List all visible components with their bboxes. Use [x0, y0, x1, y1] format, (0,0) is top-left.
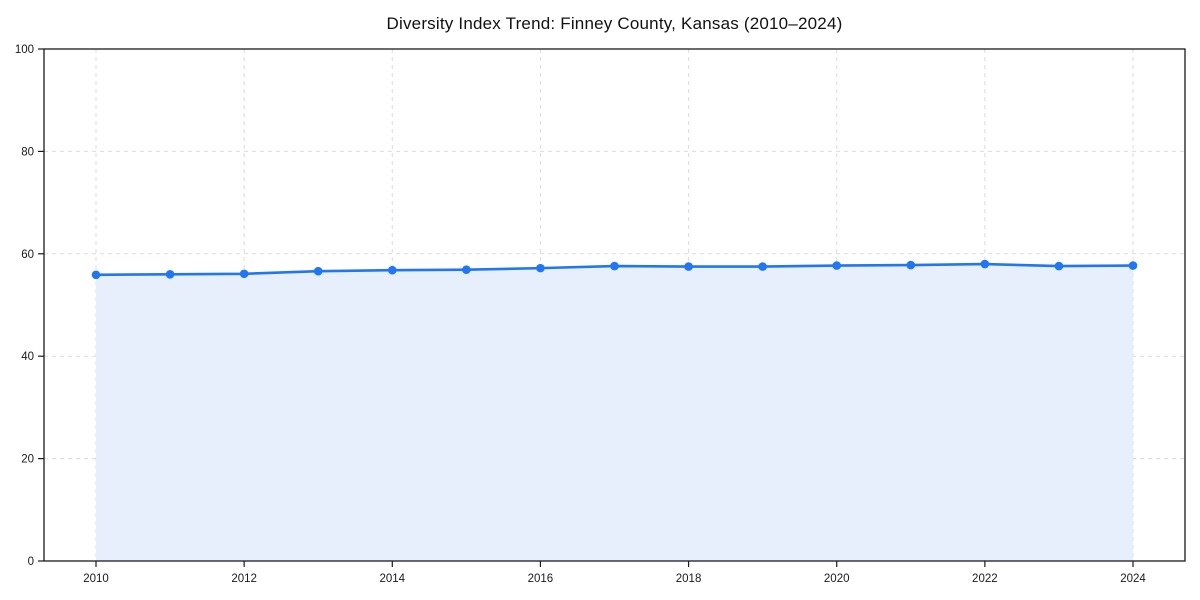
x-tick-label: 2016 [528, 573, 554, 585]
data-point-marker [91, 270, 101, 280]
data-point-marker [684, 262, 693, 271]
y-tick-label: 80 [21, 146, 34, 158]
data-point-marker [1128, 261, 1138, 270]
data-point-marker [758, 262, 767, 271]
data-point-marker [313, 266, 323, 276]
data-point-marker [1054, 261, 1064, 271]
x-tick-label: 2014 [379, 573, 405, 585]
y-tick-label: 0 [28, 556, 34, 568]
data-point-marker [165, 269, 175, 279]
data-point-marker [980, 259, 990, 269]
chart-title: Diversity Index Trend: Finney County, Ka… [386, 14, 843, 33]
plot-frame [43, 48, 1186, 562]
data-point-marker [387, 265, 397, 275]
data-point-marker [536, 263, 545, 273]
x-tick-label: 2022 [972, 573, 998, 585]
area-fill [96, 264, 1133, 561]
data-point-marker [462, 265, 471, 274]
y-tick-label: 100 [15, 44, 34, 56]
data-point-marker [610, 261, 619, 271]
y-tick-label: 40 [21, 351, 34, 363]
data-point-marker [832, 261, 842, 270]
x-tick-label: 2018 [676, 573, 702, 585]
x-tick-label: 2024 [1120, 573, 1146, 585]
data-point-marker [906, 260, 916, 270]
y-tick-label: 60 [21, 249, 34, 261]
data-point-marker [239, 269, 249, 279]
x-tick-label: 2020 [824, 573, 850, 585]
x-tick-label: 2012 [231, 573, 257, 585]
y-tick-label: 20 [21, 454, 34, 466]
x-tick-label: 2010 [83, 573, 109, 585]
